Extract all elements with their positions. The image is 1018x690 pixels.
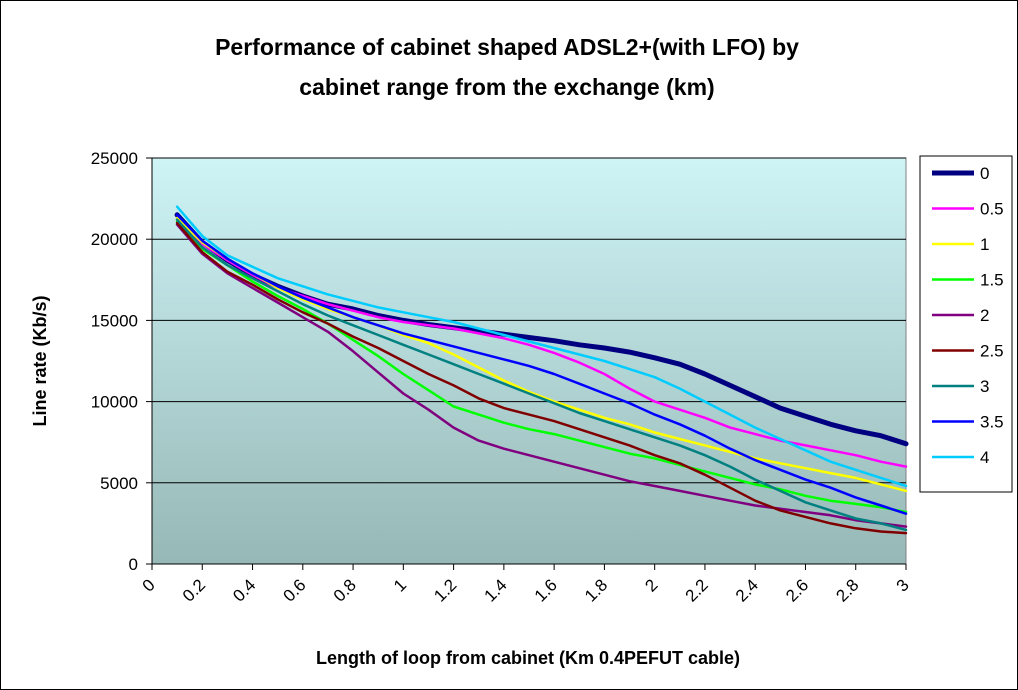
x-tick-label: 3 (893, 575, 913, 595)
series-line-4 (175, 205, 908, 488)
series-lines (174, 205, 909, 535)
gridlines (152, 157, 906, 484)
x-tick-label: 2.8 (832, 575, 862, 605)
chart-title-line-2: cabinet range from the exchange (km) (299, 74, 714, 100)
legend-label-0: 0 (980, 164, 989, 183)
y-axis-title: Line rate (Kb/s) (30, 295, 50, 426)
y-tick-label: 20000 (91, 230, 138, 249)
x-tick-label: 2.4 (732, 575, 762, 605)
legend-label-1: 1 (980, 235, 989, 254)
x-tick-label: 0.2 (179, 575, 209, 605)
legend-label-1.5: 1.5 (980, 271, 1004, 290)
x-tick-label: 0.6 (279, 575, 309, 605)
x-tick-label: 1 (390, 575, 410, 595)
y-tick-label: 25000 (91, 149, 138, 168)
legend-label-0.5: 0.5 (980, 200, 1004, 219)
series-line-1.5 (175, 220, 908, 514)
x-tick-label: 1.4 (481, 575, 511, 605)
legend: 0 0.5 1 1.5 2 2.5 3 3.5 4 (919, 155, 1013, 493)
x-tick-label: 2 (641, 575, 661, 595)
x-tick-label: 1.6 (531, 575, 561, 605)
y-tick-label: 10000 (91, 393, 138, 412)
x-axis-title: Length of loop from cabinet (Km 0.4PEFUT… (316, 648, 740, 668)
plot-area (151, 157, 907, 565)
x-tick-label: 1.2 (430, 575, 460, 605)
series-line-2.5 (175, 221, 908, 535)
y-tick-label: 0 (129, 555, 138, 574)
x-tick-label: 0.4 (229, 575, 259, 605)
chart-title-line-1: Performance of cabinet shaped ADSL2+(wit… (215, 34, 799, 60)
legend-label-3.5: 3.5 (980, 413, 1004, 432)
legend-label-2: 2 (980, 306, 989, 325)
legend-label-4: 4 (980, 448, 989, 467)
axes (146, 157, 907, 570)
series-line-3 (175, 218, 908, 532)
y-tick-label: 15000 (91, 311, 138, 330)
y-tick-label: 5000 (100, 474, 138, 493)
legend-label-2.5: 2.5 (980, 342, 1004, 361)
y-tick-labels: 0 5000 10000 15000 20000 25000 (91, 149, 138, 574)
x-tick-label: 2.2 (682, 575, 712, 605)
x-tick-labels: 0 0.2 0.4 0.6 0.8 1 1.2 1.4 1.6 1.8 2 2.2 2.4 2.6 2.8 3 (139, 575, 913, 605)
legend-label-3: 3 (980, 377, 989, 396)
legend-box (919, 155, 1013, 493)
x-tick-label: 2.6 (782, 575, 812, 605)
series-line-2 (175, 223, 908, 528)
x-tick-label: 0.8 (330, 575, 360, 605)
x-tick-label: 1.8 (581, 575, 611, 605)
x-tick-label: 0 (139, 575, 159, 595)
series-line-3.5 (175, 213, 908, 515)
series-line-1 (175, 216, 908, 493)
